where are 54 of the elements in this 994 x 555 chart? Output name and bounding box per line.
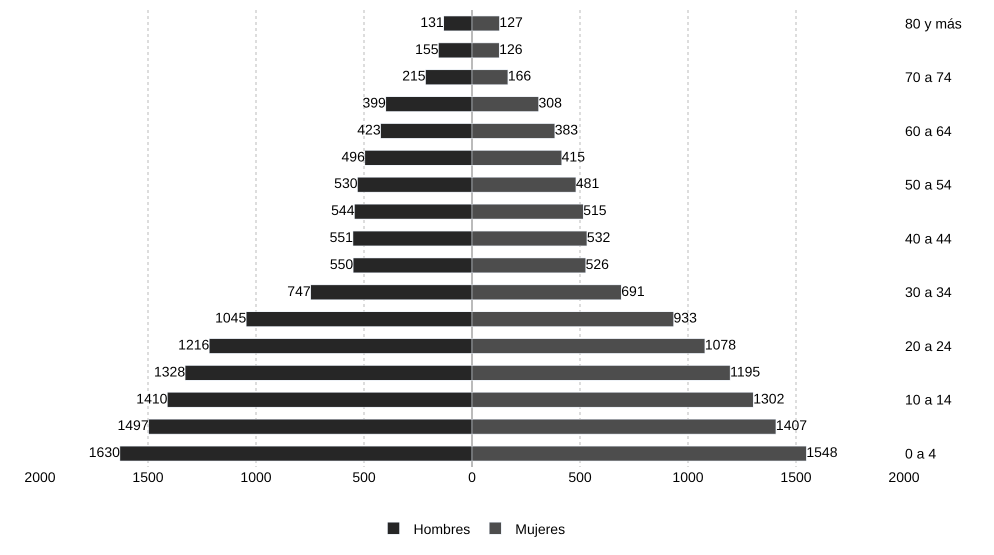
y-tick-label: 80 y más <box>905 15 962 32</box>
data-label: 1078 <box>704 336 736 353</box>
data-label: 415 <box>562 148 586 164</box>
data-label: 747 <box>287 282 311 299</box>
legend-label: Hombres <box>414 520 470 537</box>
x-tick-label: 1500 <box>780 469 812 485</box>
data-label: 1548 <box>806 444 838 460</box>
y-tick-label: 30 a 34 <box>905 284 952 300</box>
data-label: 550 <box>330 256 354 272</box>
data-label: 1216 <box>178 336 210 353</box>
data-label: 131 <box>420 14 444 30</box>
data-label: 423 <box>357 121 381 138</box>
data-label: 1497 <box>117 417 149 434</box>
y-tick-label: 50 a 54 <box>905 176 952 193</box>
legend-label: Mujeres <box>515 520 566 537</box>
y-tick-label: 10 a 14 <box>905 392 952 408</box>
data-label: 1328 <box>154 363 186 380</box>
y-tick-label: 60 a 64 <box>905 122 952 139</box>
y-tick-label: 40 a 44 <box>905 230 952 246</box>
data-label: 1407 <box>776 417 808 434</box>
data-label: 530 <box>334 175 358 192</box>
data-label: 1195 <box>730 363 760 380</box>
data-label: 308 <box>538 94 562 111</box>
x-tick-label: 2000 <box>888 469 920 485</box>
y-tick-label: 20 a 24 <box>905 338 952 354</box>
y-tick-label: 0 a 4 <box>905 445 936 462</box>
data-label: 399 <box>362 94 386 111</box>
x-tick-label: 500 <box>568 469 592 485</box>
data-label: 532 <box>586 229 610 245</box>
data-label: 215 <box>402 68 426 84</box>
data-label: 1410 <box>136 390 168 406</box>
y-tick-label: 70 a 74 <box>905 69 952 86</box>
data-label: 126 <box>499 40 523 57</box>
data-label: 544 <box>331 202 355 218</box>
data-label: 383 <box>554 121 578 138</box>
data-label: 155 <box>415 40 439 57</box>
data-label: 1302 <box>753 390 785 406</box>
data-label: 551 <box>330 229 354 245</box>
data-label: 1630 <box>88 444 120 460</box>
x-tick-label: 1000 <box>672 469 704 485</box>
data-label: 496 <box>342 148 366 164</box>
x-tick-label: 1500 <box>132 469 164 485</box>
x-tick-label: 0 <box>468 469 476 485</box>
data-label: 933 <box>674 310 698 326</box>
x-tick-label: 1000 <box>240 469 272 485</box>
data-label: 166 <box>508 68 532 84</box>
data-label: 691 <box>621 282 645 299</box>
data-label: 481 <box>576 175 600 192</box>
data-label: 526 <box>586 256 610 272</box>
x-tick-label: 500 <box>352 469 376 485</box>
data-label: 1045 <box>215 310 246 326</box>
data-label: 127 <box>499 14 523 30</box>
x-tick-label: 2000 <box>24 469 56 485</box>
data-label: 515 <box>583 202 607 218</box>
